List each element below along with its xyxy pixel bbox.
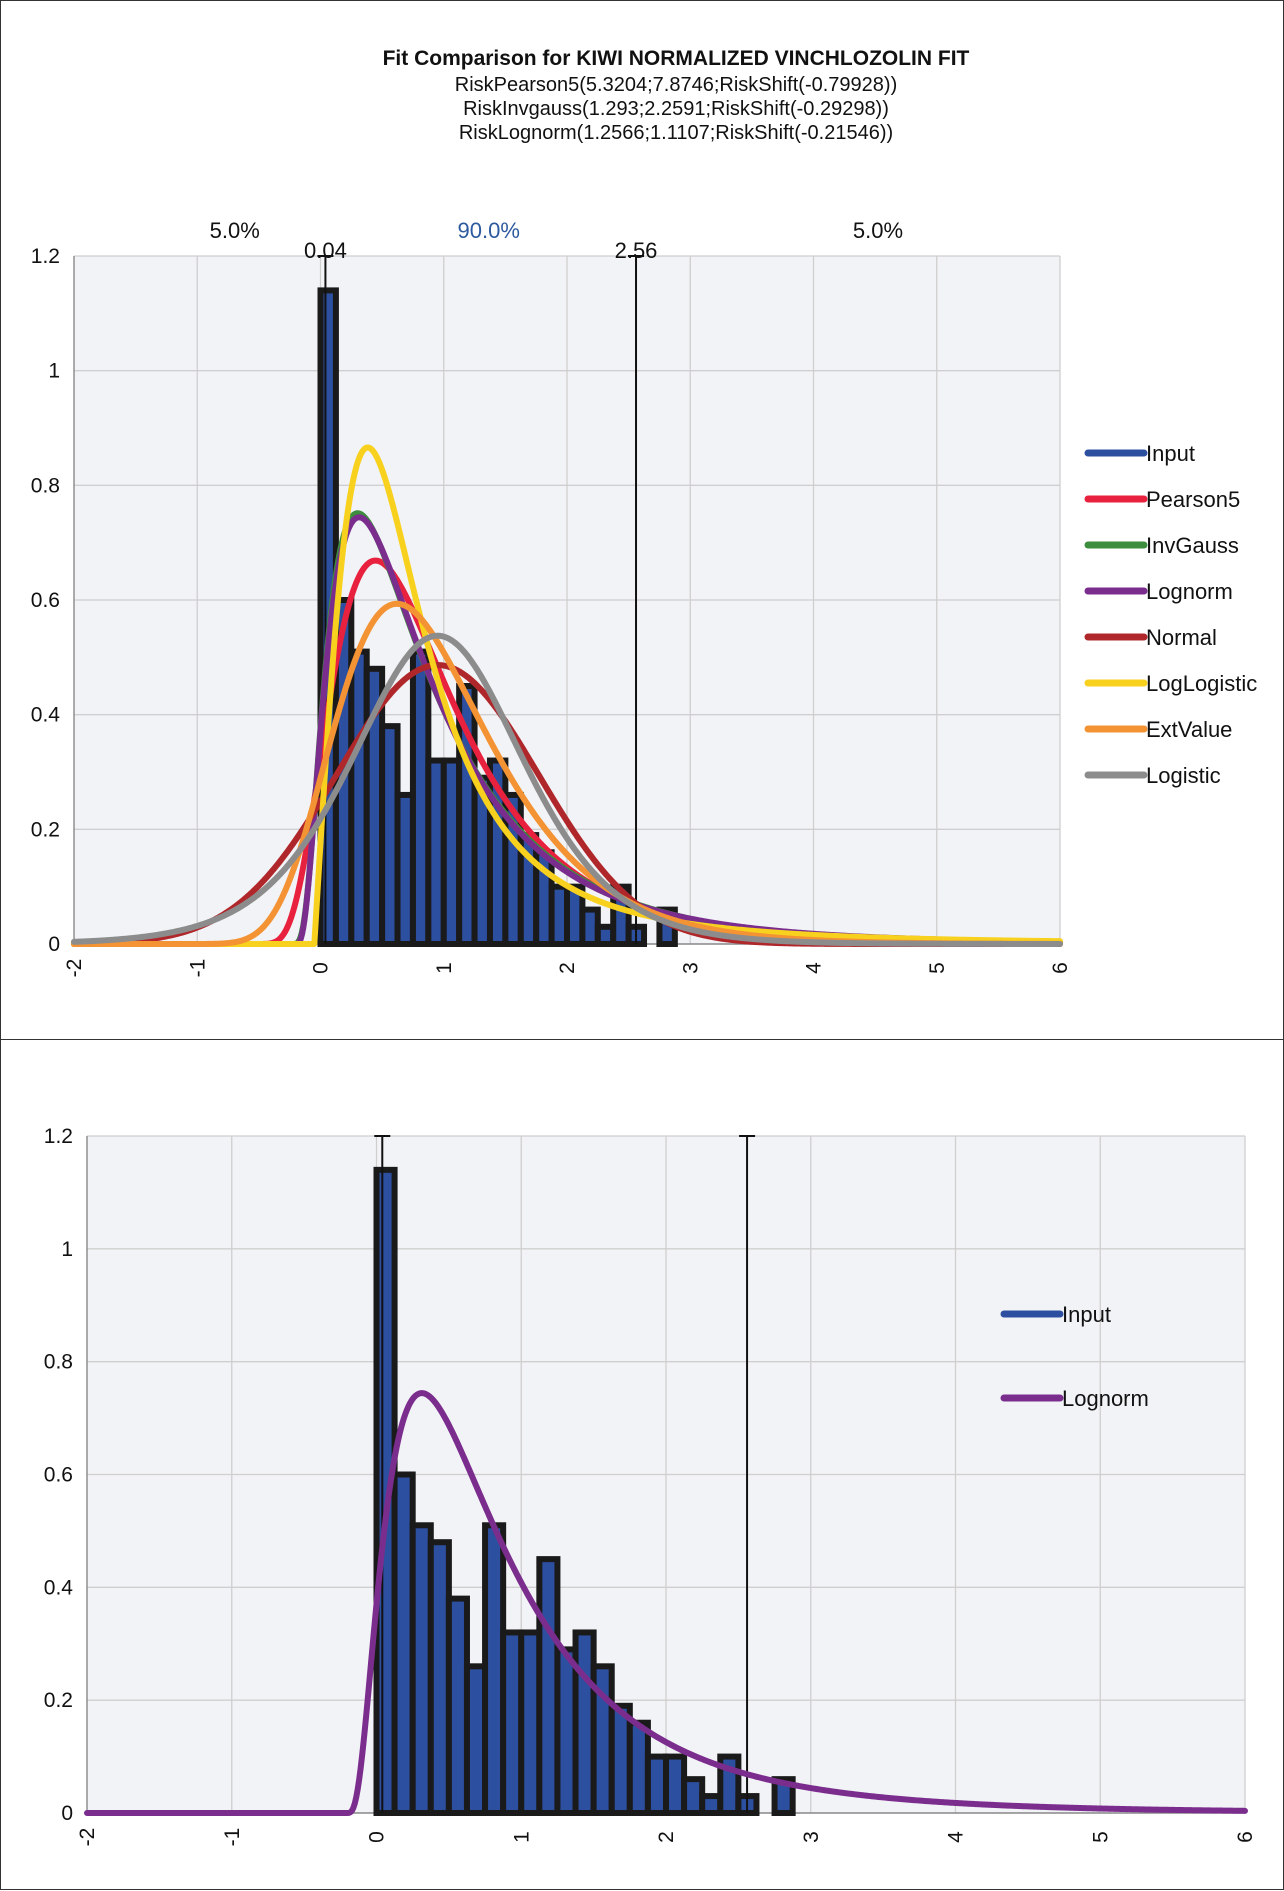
x-tick-label: -2 [63, 959, 86, 978]
x-tick-label: -2 [76, 1828, 99, 1847]
chart-title: Fit Comparison for KIWI NORMALIZED VINCH… [383, 47, 970, 70]
legend-label-lognorm: Lognorm [1146, 579, 1233, 604]
fit-comparison-chart: Fit Comparison for KIWI NORMALIZED VINCH… [31, 47, 1258, 977]
y-tick-label: 0 [48, 933, 60, 956]
left-tail-percent: 5.0% [210, 218, 260, 243]
subtitle-line-3: RiskLognorm(1.2566;1.1107;RiskShift(-0.2… [459, 122, 893, 144]
x-tick-label: 5 [926, 962, 949, 974]
y-tick-label: 0.2 [44, 1689, 73, 1712]
y-tick-label: 1 [61, 1238, 73, 1261]
plot-area: 0 0.2 0.4 0.6 0.8 1 1.2 -2 -1 0 1 2 3 4 5 6 0.04 2.56 5.0%… [31, 218, 1072, 977]
x-tick-label: 0 [366, 1831, 389, 1843]
x-tick-label: 1 [510, 1831, 533, 1843]
legend-label-normal: Normal [1146, 625, 1217, 650]
x-tick-label: -1 [221, 1828, 244, 1847]
y-tick-label: 0.8 [44, 1351, 73, 1374]
y-tick-label: 1 [48, 360, 60, 383]
x-tick-label: 6 [1049, 962, 1072, 974]
lognorm-fit-chart: 0 0.2 0.4 0.6 0.8 1 1.2 -2 -1 0 1 2 3 4 5 6 Input Lognor… [44, 1125, 1257, 1846]
legend-label-lognorm: Lognorm [1062, 1386, 1149, 1411]
x-tick-label: 2 [655, 1831, 678, 1843]
fit-comparison-panel: Fit Comparison for KIWI NORMALIZED VINCH… [0, 0, 1284, 1040]
x-tick-label: 4 [945, 1831, 968, 1843]
y-tick-label: 0.4 [31, 704, 61, 727]
x-tick-label: 3 [800, 1831, 823, 1843]
x-tick-label: 5 [1089, 1831, 1112, 1843]
x-tick-label: 3 [679, 962, 702, 974]
legend-label-input: Input [1062, 1302, 1111, 1327]
middle-percent: 90.0% [458, 218, 520, 243]
x-tick-label: -1 [186, 959, 209, 978]
x-tick-label: 0 [310, 962, 333, 974]
histogram-bar [771, 1776, 796, 1817]
fit-curve-logistic [71, 632, 1063, 947]
x-tick-label: 4 [803, 962, 826, 974]
y-tick-label: 1.2 [44, 1125, 73, 1148]
upper-percentile-value: 2.56 [615, 238, 658, 263]
y-tick-label: 0.6 [31, 589, 60, 612]
lognorm-fit-panel: 0 0.2 0.4 0.6 0.8 1 1.2 -2 -1 0 1 2 3 4 5 6 Input Lognor… [0, 1039, 1284, 1890]
y-tick-label: 0.8 [31, 474, 60, 497]
y-tick-label: 0.4 [44, 1576, 74, 1599]
y-tick-label: 0.6 [44, 1464, 73, 1487]
subtitle-line-2: RiskInvgauss(1.293;2.2591;RiskShift(-0.2… [463, 98, 889, 120]
legend-label-input: Input [1146, 441, 1195, 466]
x-tick-label: 6 [1234, 1831, 1257, 1843]
subtitle-line-1: RiskPearson5(5.3204;7.8746;RiskShift(-0.… [455, 74, 897, 96]
legend-label-loglogistic: LogLogistic [1146, 671, 1257, 696]
right-tail-percent: 5.0% [853, 218, 903, 243]
legend-label-invgauss: InvGauss [1146, 533, 1239, 558]
legend-label-pearson5: Pearson5 [1146, 487, 1240, 512]
legend-label-extvalue: ExtValue [1146, 717, 1232, 742]
x-tick-label: 2 [556, 962, 579, 974]
y-tick-label: 0.2 [31, 818, 60, 841]
plot-area: 0 0.2 0.4 0.6 0.8 1 1.2 -2 -1 0 1 2 3 4 5 6 [44, 1125, 1257, 1846]
y-tick-label: 1.2 [31, 245, 60, 268]
legend-label-logistic: Logistic [1146, 763, 1221, 788]
lower-percentile-value: 0.04 [304, 238, 347, 263]
x-tick-label: 1 [433, 962, 456, 974]
fit-curve-lognorm [84, 1390, 1248, 1816]
y-tick-label: 0 [61, 1802, 73, 1825]
